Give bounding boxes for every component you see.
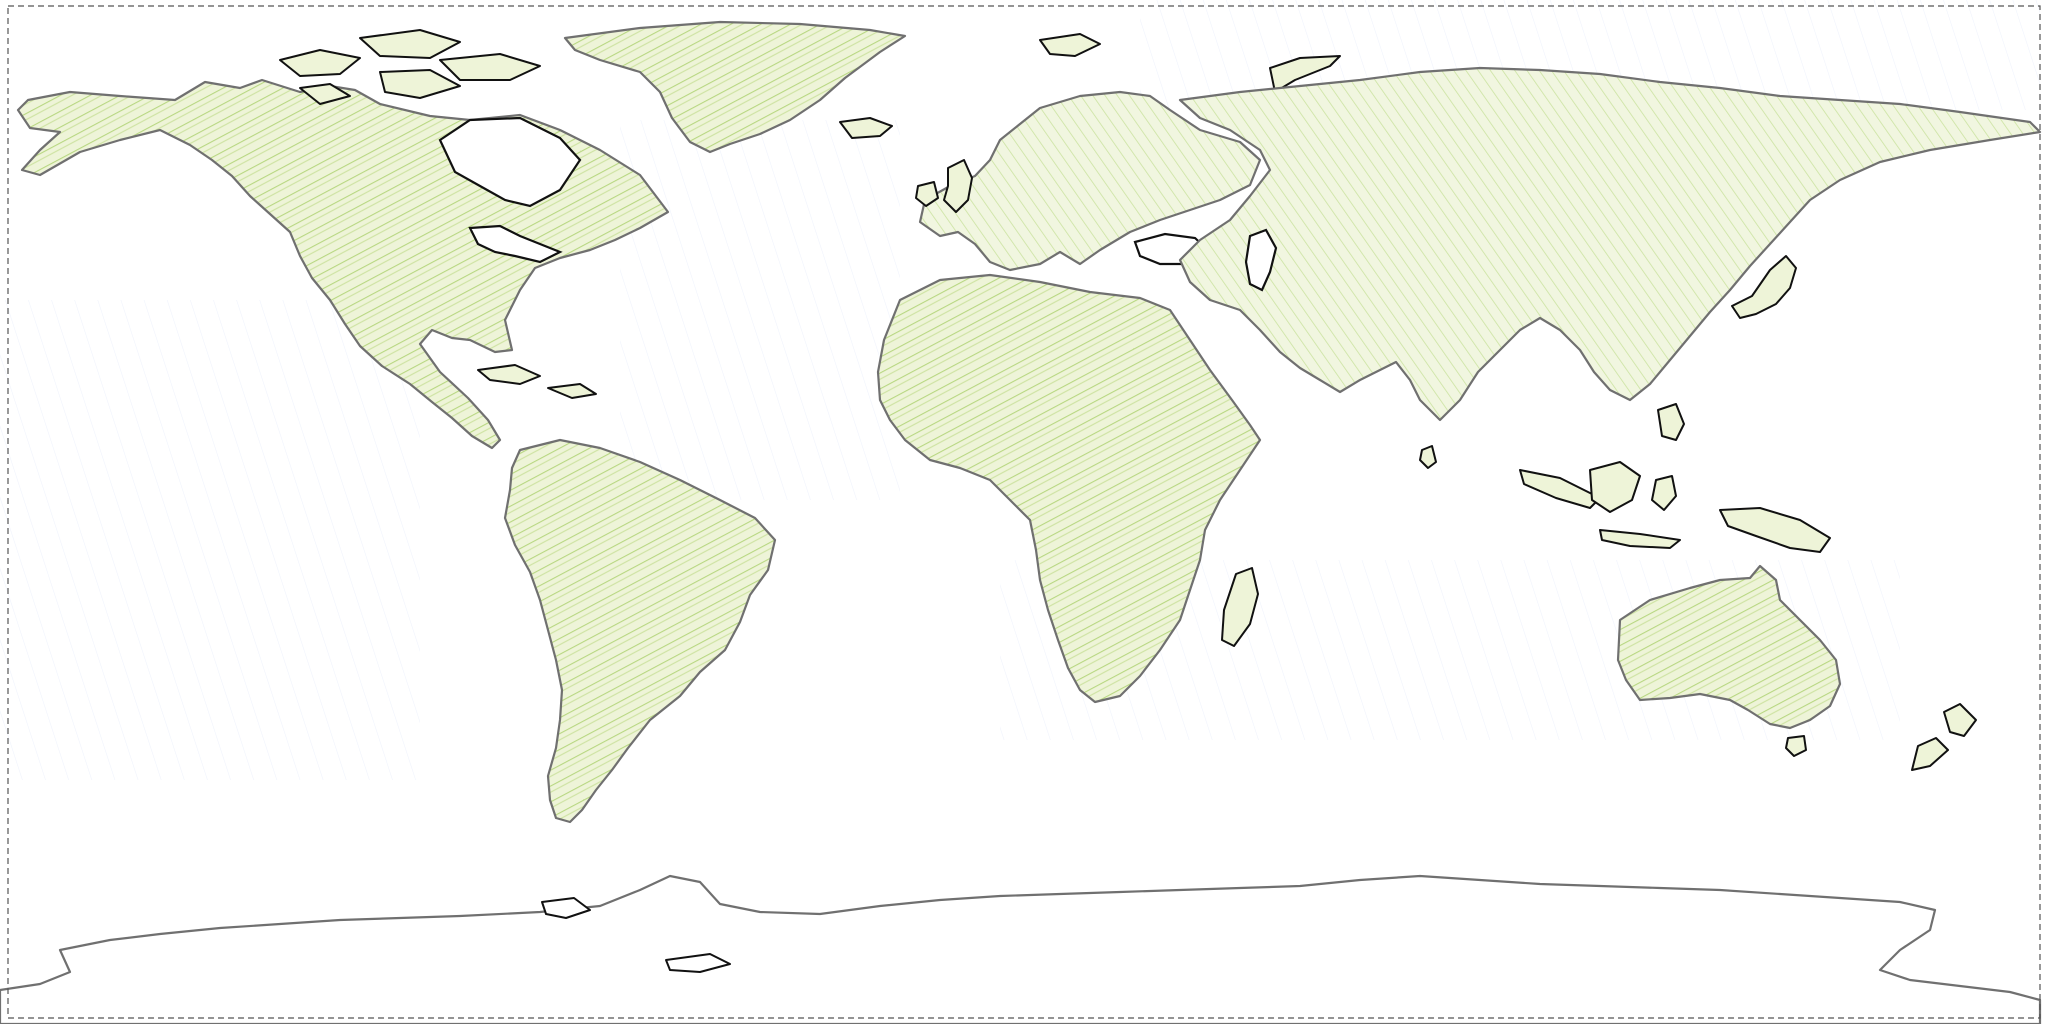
asia bbox=[1178, 66, 2042, 422]
south-america bbox=[503, 438, 777, 824]
greenland bbox=[563, 20, 907, 154]
new-zealand bbox=[1911, 703, 1977, 771]
new-guinea bbox=[1719, 507, 1831, 553]
indonesia bbox=[1519, 403, 1685, 549]
arctic-eurasia-islands bbox=[1039, 33, 1341, 93]
hudson-bay bbox=[438, 116, 582, 208]
madagascar bbox=[1221, 567, 1259, 647]
great-lakes bbox=[468, 224, 563, 264]
british-isles bbox=[915, 159, 973, 213]
africa bbox=[876, 273, 1262, 704]
caribbean-islands bbox=[477, 364, 597, 399]
iceland bbox=[839, 117, 893, 139]
antarctica bbox=[0, 874, 2042, 1024]
europe bbox=[918, 90, 1262, 272]
map-frame bbox=[7, 5, 2041, 1019]
caspian-sea bbox=[1244, 228, 1278, 292]
antarctic-islands bbox=[541, 897, 731, 973]
japan bbox=[1731, 255, 1797, 319]
sri-lanka bbox=[1419, 445, 1437, 469]
arctic-islands bbox=[279, 29, 541, 105]
tasmania bbox=[1785, 735, 1807, 757]
australia bbox=[1616, 564, 1842, 730]
